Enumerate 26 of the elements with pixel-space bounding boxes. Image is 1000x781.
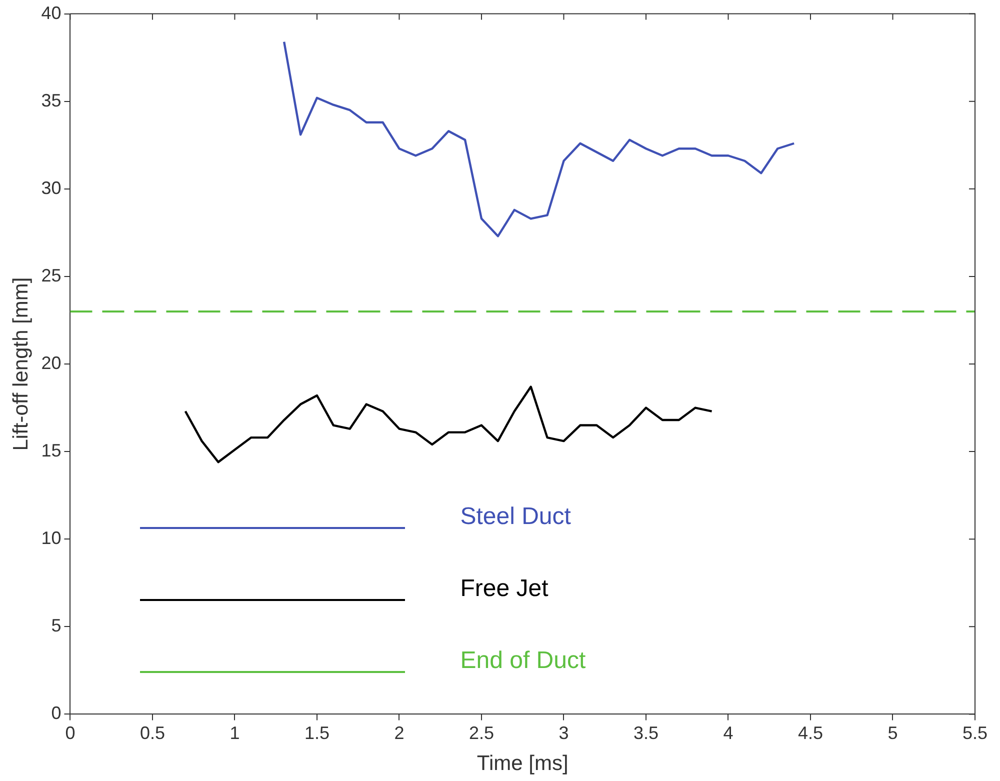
x-tick-label: 4.5 bbox=[798, 722, 824, 743]
y-tick-label: 15 bbox=[41, 440, 62, 461]
y-tick-label: 25 bbox=[41, 265, 62, 286]
x-tick-label: 0.5 bbox=[140, 722, 165, 743]
x-tick-label: 4 bbox=[723, 722, 734, 743]
text: Steel Duct bbox=[460, 502, 571, 532]
x-axis-title: Time [ms] bbox=[476, 752, 568, 776]
y-tick-label: 10 bbox=[41, 528, 62, 548]
y-axis-title: Lift-off length [mm] bbox=[9, 277, 32, 451]
y-tick-label: 30 bbox=[41, 178, 62, 198]
x-tick-label: 5.5 bbox=[962, 722, 988, 743]
x-tick-label: 5 bbox=[888, 722, 898, 743]
y-tick-label: 5 bbox=[51, 616, 62, 636]
x-tick-label: 2 bbox=[394, 722, 404, 743]
x-tick-label: 0 bbox=[65, 722, 76, 743]
x-tick-label: 3.5 bbox=[633, 722, 659, 743]
x-tick-label: 1 bbox=[230, 722, 240, 743]
x-tick-label: 3 bbox=[558, 722, 569, 743]
text: Free Jet bbox=[460, 574, 548, 604]
y-tick-label: 0 bbox=[51, 703, 62, 724]
y-tick-label: 35 bbox=[41, 90, 62, 110]
y-tick-label: 20 bbox=[41, 352, 62, 373]
y-tick-label: 40 bbox=[41, 2, 62, 23]
x-tick-label: 1.5 bbox=[304, 722, 330, 743]
x-tick-label: 2.5 bbox=[468, 722, 494, 743]
ref-line-label: End of Duct bbox=[460, 646, 586, 676]
